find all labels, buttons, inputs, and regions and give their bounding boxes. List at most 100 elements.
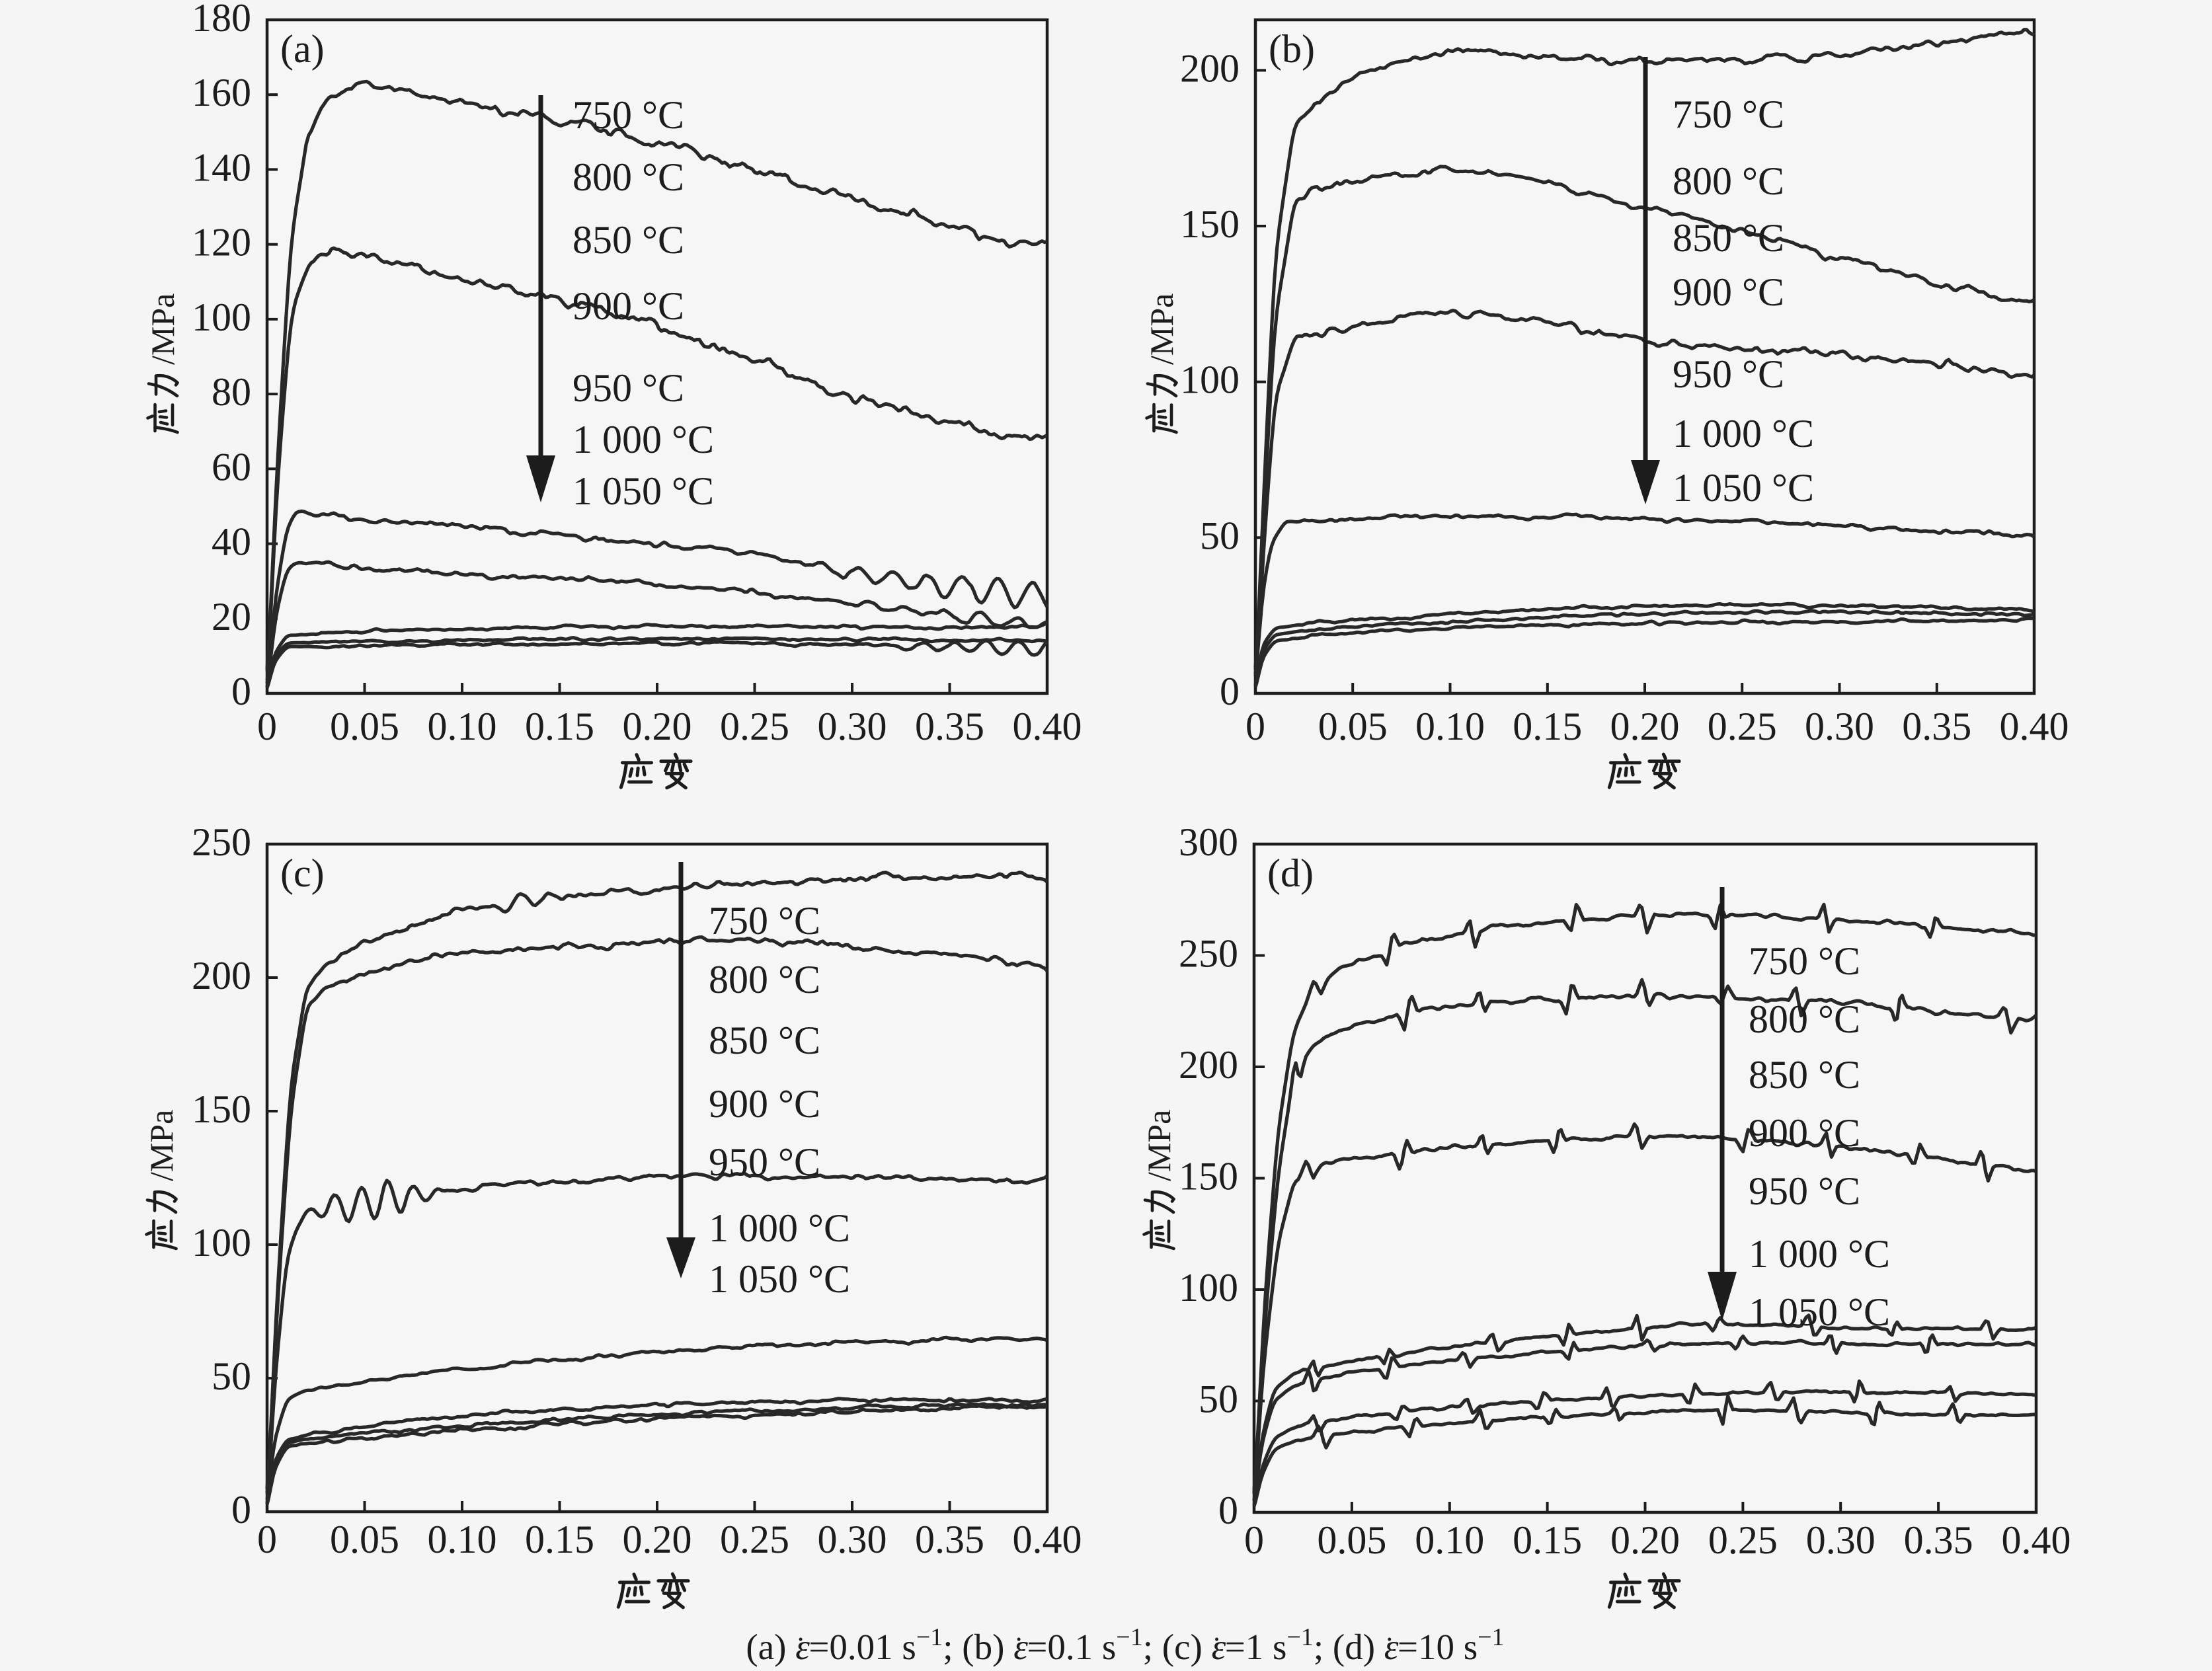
svg-text:0.05: 0.05: [330, 705, 399, 748]
svg-text:120: 120: [192, 221, 251, 264]
svg-text:0.10: 0.10: [1415, 705, 1485, 748]
svg-text:(b): (b): [1269, 27, 1315, 71]
svg-text:(d): (d): [1267, 851, 1314, 895]
svg-text:0.15: 0.15: [1513, 705, 1582, 748]
svg-text:0: 0: [257, 1518, 277, 1561]
svg-text:850 °C: 850 °C: [709, 1019, 820, 1062]
svg-text:1 050 °C: 1 050 °C: [709, 1257, 850, 1301]
svg-text:1 000 °C: 1 000 °C: [709, 1206, 850, 1250]
svg-text:0.10: 0.10: [428, 1518, 497, 1561]
svg-text:1 000 °C: 1 000 °C: [573, 418, 714, 461]
svg-text:0.20: 0.20: [1610, 705, 1680, 748]
svg-text:0.05: 0.05: [1318, 705, 1388, 748]
svg-text:800 °C: 800 °C: [1749, 997, 1860, 1041]
svg-text:160: 160: [192, 71, 251, 114]
svg-text:50: 50: [1200, 514, 1240, 557]
svg-text:900 °C: 900 °C: [573, 284, 684, 328]
svg-text:60: 60: [212, 445, 251, 488]
svg-text:950 °C: 950 °C: [709, 1140, 820, 1184]
svg-text:800 °C: 800 °C: [709, 958, 820, 1001]
svg-text:0.30: 0.30: [818, 705, 887, 748]
svg-text:0.15: 0.15: [1513, 1518, 1582, 1562]
svg-text:100: 100: [1180, 358, 1240, 402]
svg-text:0.40: 0.40: [1013, 705, 1082, 748]
svg-text:0: 0: [231, 1488, 251, 1532]
svg-text:0.05: 0.05: [1317, 1518, 1386, 1562]
svg-text:100: 100: [192, 295, 251, 339]
svg-text:1 050 °C: 1 050 °C: [573, 469, 714, 513]
svg-text:1 000 °C: 1 000 °C: [1673, 412, 1814, 455]
svg-text:1 050 °C: 1 050 °C: [1749, 1290, 1890, 1334]
svg-text:80: 80: [212, 370, 251, 414]
svg-text:300: 300: [1179, 820, 1238, 864]
svg-text:0.20: 0.20: [623, 1518, 692, 1561]
svg-text:0.25: 0.25: [1708, 1518, 1778, 1562]
svg-text:750 °C: 750 °C: [709, 899, 820, 943]
svg-text:950 °C: 950 °C: [1673, 352, 1784, 396]
svg-text:0.40: 0.40: [2000, 705, 2069, 748]
svg-text:800 °C: 800 °C: [1673, 159, 1784, 203]
svg-text:1 050 °C: 1 050 °C: [1673, 466, 1814, 510]
svg-text:/MPa: /MPa: [143, 1110, 180, 1181]
svg-text:0.30: 0.30: [818, 1518, 887, 1561]
svg-text:0.35: 0.35: [915, 705, 984, 748]
svg-text:250: 250: [192, 820, 251, 864]
svg-text:/MPa: /MPa: [1140, 1110, 1177, 1181]
svg-text:100: 100: [1179, 1266, 1238, 1309]
svg-text:850 °C: 850 °C: [1749, 1053, 1860, 1097]
svg-text:0.20: 0.20: [623, 705, 692, 748]
svg-text:0.05: 0.05: [330, 1518, 399, 1561]
svg-text:0: 0: [1244, 1518, 1264, 1562]
svg-text:850 °C: 850 °C: [573, 218, 684, 262]
svg-text:0.40: 0.40: [1013, 1518, 1082, 1561]
svg-text:0.10: 0.10: [428, 705, 497, 748]
svg-text:50: 50: [212, 1354, 251, 1398]
svg-text:0.40: 0.40: [2002, 1518, 2071, 1562]
svg-text:0.35: 0.35: [1902, 705, 1971, 748]
svg-text:0.35: 0.35: [1904, 1518, 1973, 1562]
svg-text:0.35: 0.35: [915, 1518, 984, 1561]
svg-text:0.25: 0.25: [1708, 705, 1777, 748]
svg-text:0: 0: [1220, 670, 1240, 713]
svg-text:/MPa: /MPa: [1143, 293, 1180, 365]
svg-text:(a): (a): [280, 27, 325, 71]
svg-text:900 °C: 900 °C: [1673, 270, 1784, 314]
svg-text:750 °C: 750 °C: [1749, 939, 1860, 983]
svg-text:900 °C: 900 °C: [709, 1082, 820, 1126]
svg-text:140: 140: [192, 145, 251, 189]
svg-text:180: 180: [192, 0, 251, 40]
svg-text:150: 150: [1180, 202, 1240, 246]
svg-text:850 °C: 850 °C: [1673, 216, 1784, 260]
svg-text:200: 200: [1180, 46, 1240, 90]
svg-text:800 °C: 800 °C: [573, 155, 684, 199]
svg-text:0: 0: [1245, 705, 1265, 748]
svg-text:0.30: 0.30: [1806, 1518, 1876, 1562]
svg-text:0.25: 0.25: [720, 705, 789, 748]
svg-text:20: 20: [212, 595, 251, 639]
svg-text:750 °C: 750 °C: [1673, 93, 1784, 136]
svg-text:150: 150: [192, 1087, 251, 1131]
svg-text:(c): (c): [280, 851, 325, 895]
svg-text:0.20: 0.20: [1610, 1518, 1680, 1562]
svg-text:750 °C: 750 °C: [573, 93, 684, 137]
svg-text:950 °C: 950 °C: [573, 366, 684, 410]
svg-text:/MPa: /MPa: [144, 293, 181, 365]
svg-text:150: 150: [1179, 1155, 1238, 1198]
svg-text:200: 200: [192, 954, 251, 997]
svg-text:950 °C: 950 °C: [1749, 1169, 1860, 1213]
svg-text:0: 0: [1218, 1489, 1238, 1532]
svg-text:200: 200: [1179, 1043, 1238, 1087]
svg-text:250: 250: [1179, 932, 1238, 976]
svg-text:1 000 °C: 1 000 °C: [1749, 1232, 1890, 1276]
svg-text:50: 50: [1199, 1378, 1238, 1421]
svg-text:0.15: 0.15: [525, 705, 594, 748]
svg-text:0.30: 0.30: [1805, 705, 1874, 748]
svg-text:0.25: 0.25: [720, 1518, 789, 1561]
svg-text:40: 40: [212, 520, 251, 564]
svg-text:0: 0: [231, 670, 251, 713]
svg-text:0.15: 0.15: [525, 1518, 594, 1561]
svg-text:0.10: 0.10: [1415, 1518, 1484, 1562]
svg-text:100: 100: [192, 1221, 251, 1264]
svg-text:0: 0: [257, 705, 277, 748]
svg-text:900 °C: 900 °C: [1749, 1111, 1860, 1155]
